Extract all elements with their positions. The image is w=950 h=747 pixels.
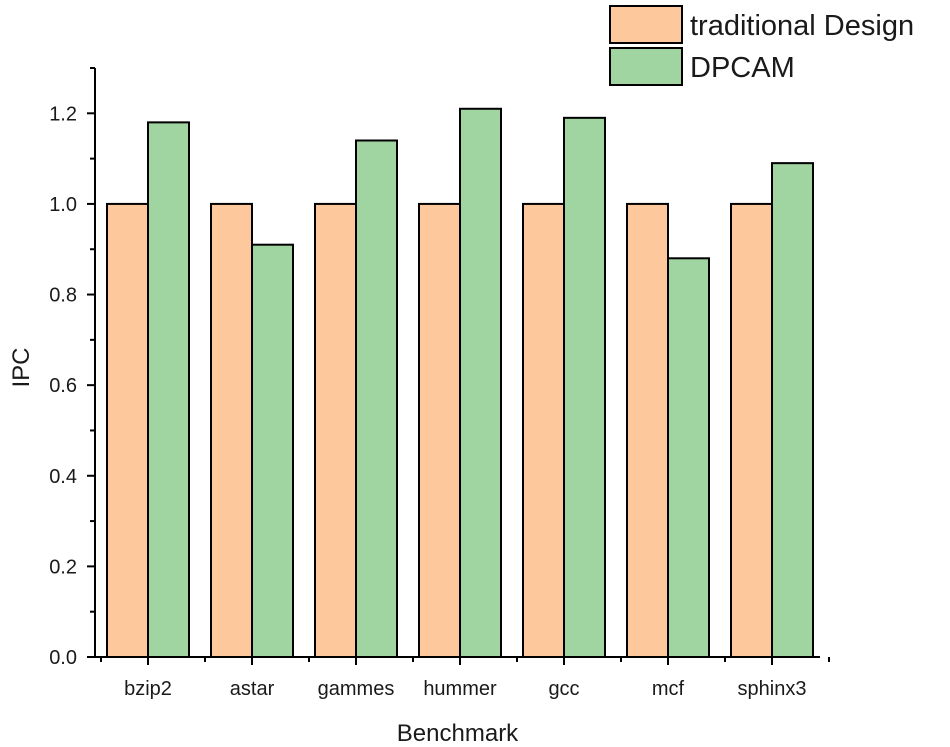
bar-astar-dpcam [251,243,294,658]
y-ticks-group: 0.0 0.2 0.4 0.6 0.8 1.0 1.2 [49,67,95,669]
y-tick-label: 0.4 [49,466,77,488]
y-tick-label: 0.0 [49,647,77,669]
bar-gammes-dpcam [355,139,398,658]
x-tick-label: sphinx3 [738,678,807,700]
bar-gammes-traditional-design [314,202,357,659]
legend: traditional Design DPCAM [609,5,914,86]
x-tick-label: mcf [652,678,685,700]
y-tick-label: 0.6 [49,375,77,397]
y-tick-label: 0.2 [49,556,77,578]
bar-sphinx3-traditional-design [730,202,773,659]
x-tick-label: gcc [548,678,579,700]
x-ticks-group: bzip2 astar gammes hummer gcc mcf sphinx3 [100,657,830,700]
x-tick-label: hummer [423,678,497,700]
legend-swatch-traditional-design [609,5,683,44]
x-tick-label: gammes [318,678,395,700]
y-tick-label: 0.8 [49,285,77,307]
bar-hummer-dpcam [459,107,502,659]
x-axis-title: Benchmark [397,720,519,747]
bar-mcf-traditional-design [626,202,669,659]
bar-astar-traditional-design [210,202,253,659]
bars-group [106,107,814,659]
axes-group [94,68,820,658]
bar-mcf-dpcam [667,257,710,658]
legend-label-traditional-design: traditional Design [690,10,914,42]
bar-gcc-traditional-design [522,202,565,659]
y-tick-label: 1.0 [49,194,77,216]
bar-bzip2-dpcam [147,121,190,659]
bar-bzip2-traditional-design [106,202,149,659]
legend-swatch-dpcam [609,47,683,86]
legend-label-dpcam: DPCAM [690,52,795,84]
y-axis-title: IPC [8,347,35,387]
y-tick-label: 1.2 [49,103,77,125]
x-tick-label: astar [230,678,275,700]
bar-hummer-traditional-design [418,202,461,659]
x-tick-label: bzip2 [124,678,172,700]
bar-sphinx3-dpcam [771,162,814,658]
bar-gcc-dpcam [563,116,606,659]
